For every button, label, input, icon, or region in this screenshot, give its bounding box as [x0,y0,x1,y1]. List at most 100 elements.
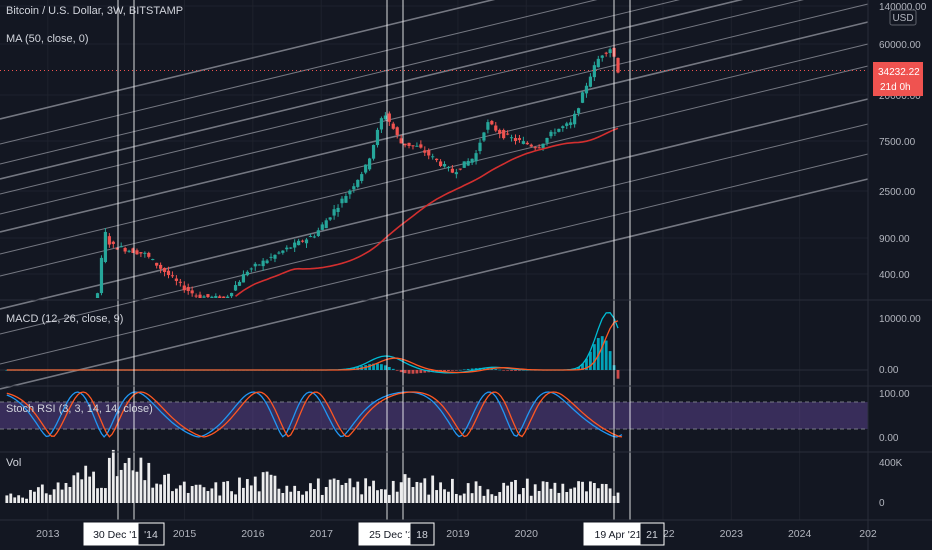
candle-body [324,220,328,229]
volume-bar [518,494,521,503]
candle-body [103,231,108,262]
volume-bar [33,491,36,503]
candle-body [399,138,403,144]
candle-body [174,278,178,281]
volume-bar [604,484,608,503]
volume-bar [159,484,163,503]
channel-line-1 [0,0,598,145]
stoch-tick-low: 0.00 [879,433,899,444]
macd-hist-bar [423,370,427,373]
candle-body [320,224,324,230]
candle-body [537,147,541,149]
candle-body [166,270,171,276]
volume-bar [245,479,249,503]
last-price-value: 34232.22 [878,67,920,78]
volume-bar [21,497,25,503]
candle-body [584,85,589,94]
volume-bar [289,491,293,503]
volume-bar [40,484,44,503]
marker-lines [117,0,631,520]
channel-line-3 [0,0,744,180]
candle-body [446,167,451,169]
candle-body [466,160,470,166]
candle-body [249,268,253,270]
vol-legend: Vol [6,457,21,469]
volume-bar [312,489,316,503]
candle-body [115,247,119,250]
candle-body [423,150,427,153]
last-price-badge [873,62,923,96]
volume-bar [383,489,387,503]
candle-body [222,296,226,298]
volume-bar [238,477,241,503]
volume-bar [84,465,88,503]
volume-bar [462,493,466,503]
candle-body [218,296,222,298]
marker-tag-1: '14 [144,529,158,541]
volume-bar [104,488,107,503]
volume-bar [277,488,281,503]
macd-signal-line [6,320,619,374]
candle-body [162,267,167,272]
bar-countdown: 21d 0h [880,82,911,93]
candle-body [486,122,490,130]
candle-body [143,252,147,254]
candle-body [360,174,364,181]
candles [95,44,620,298]
macd-hist-bar [443,370,446,372]
price-axis[interactable]: 140000.00 60000.00 20000.00 7500.00 2500.00 9… [879,2,927,281]
volume-bar [68,486,72,503]
volume-bar [194,484,198,503]
channel-line-11 [0,153,869,365]
volume-bar [249,485,253,503]
candle-body [407,142,411,146]
volume-bar [427,494,431,503]
candle-body [364,164,368,173]
macd-hist-bar [518,370,521,371]
candle-body [565,123,569,126]
candle-body [285,247,289,250]
candle-body [107,236,111,245]
candle-body [462,161,466,168]
volume-bar [167,473,170,503]
candle-body [139,252,143,254]
candle-body [545,137,549,143]
volume-bar [72,475,76,503]
volume-bar [380,489,383,503]
candle-body [304,239,309,244]
volume-bar [411,487,415,503]
macd-legend: MACD (12, 26, close, 9) [6,313,123,325]
volume-bar [131,470,135,503]
currency-box[interactable] [889,9,917,26]
volume-bar [163,474,166,503]
volume-bar [608,488,612,503]
volume-bar [269,474,273,503]
macd-hist-bar [447,370,450,372]
candle-body [521,141,525,144]
candle-body [411,145,415,147]
volume-bar [214,482,218,503]
volume-bar [415,481,419,503]
macd-hist-bar [368,364,371,370]
macd-hist-bar [470,368,474,370]
stoch-band [0,402,868,429]
marker-tag-4: 19 Apr '21 [595,529,642,541]
price-tick-4: 2500.00 [879,187,916,198]
volume-bar [585,491,588,503]
volume-bar [589,481,592,503]
candle-body [506,133,510,135]
macd-hist-bar [604,340,608,370]
candle-body [131,248,135,254]
candle-body [541,143,545,149]
candle-body [431,156,435,158]
volume-bar [395,491,399,503]
candle-body [517,138,522,140]
volume-bar [265,471,269,503]
volume-bar [403,474,407,503]
candle-body [237,281,242,286]
candle-body [261,260,265,267]
volume-bar [210,488,214,503]
candle-body [383,115,387,120]
